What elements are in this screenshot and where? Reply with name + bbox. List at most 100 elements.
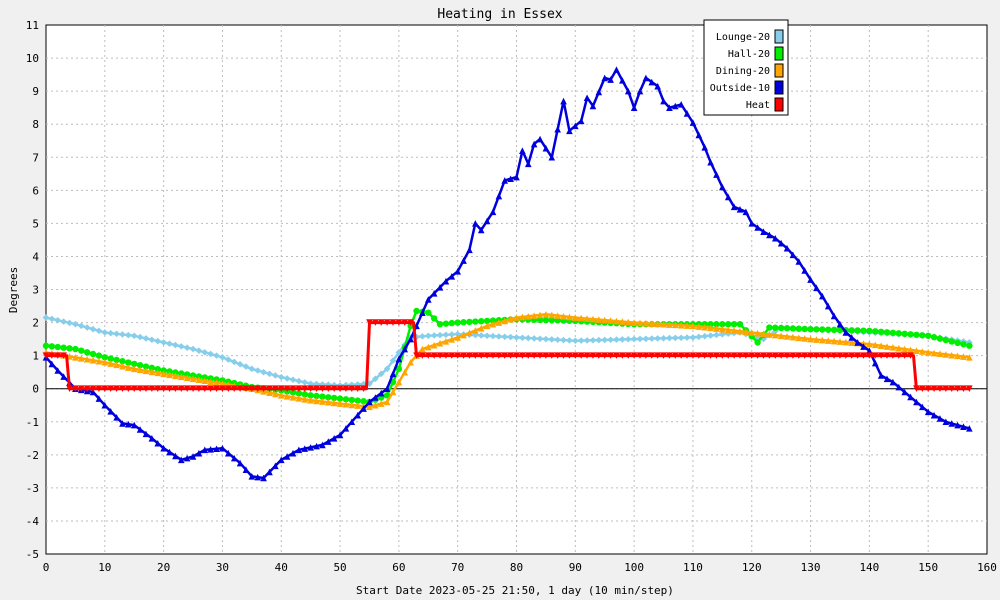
series-lounge-20-marker — [524, 334, 532, 342]
series-outside-10-marker — [454, 268, 461, 275]
series-outside-10-marker — [283, 453, 291, 460]
series-outside-10-marker — [707, 158, 714, 166]
series-dining-20-marker — [577, 314, 585, 322]
series-lounge-20-marker — [183, 344, 191, 351]
series-dining-20 — [42, 310, 973, 411]
series-lounge-20-marker — [160, 339, 167, 346]
series-hall-20-marker — [877, 328, 885, 336]
series-hall-20-marker — [136, 362, 144, 369]
series-outside-10-marker — [183, 454, 191, 462]
series-dining-20-marker — [319, 398, 326, 405]
series-heat-marker — [325, 385, 332, 392]
series-heat-marker — [824, 352, 832, 359]
series-hall-20-marker — [319, 393, 326, 400]
series-dining-20-marker — [477, 324, 485, 332]
series-heat-marker — [936, 385, 944, 392]
series-outside-10-marker — [477, 226, 485, 234]
series-outside-10-marker — [524, 160, 532, 168]
series-heat-marker — [483, 352, 491, 359]
series-outside-10-marker — [407, 335, 414, 343]
series-heat-marker — [489, 352, 497, 359]
series-heat-marker — [754, 352, 761, 359]
series-dining-20-marker — [572, 314, 579, 321]
series-dining-20-marker — [619, 318, 626, 325]
series-hall-20-marker — [425, 309, 432, 316]
series-outside-10-marker — [577, 117, 585, 125]
series-lounge-20-marker — [654, 335, 661, 342]
series-heat-marker — [436, 352, 444, 359]
series-heat-marker — [813, 352, 820, 359]
series-outside-10-marker — [424, 296, 432, 303]
series-dining-20-marker — [730, 327, 738, 334]
series-heat-marker — [248, 385, 256, 392]
series-outside-10-marker — [895, 383, 903, 391]
series-heat-marker — [166, 385, 173, 392]
series-outside-10-marker — [730, 203, 738, 211]
series-lounge-20-marker — [630, 335, 638, 343]
series-heat-marker — [383, 319, 391, 326]
series-outside-10-marker — [542, 144, 550, 152]
series-hall-20-marker — [348, 396, 356, 404]
series-lounge-20-marker — [513, 334, 520, 341]
series-heat-marker — [348, 385, 356, 392]
series-outside-10-marker — [372, 394, 379, 401]
legend-swatch — [774, 97, 784, 112]
series-hall-20-marker — [478, 318, 485, 325]
series-dining-20-marker — [136, 366, 144, 374]
y-tick-label: 1 — [32, 350, 39, 363]
series-hall-20-marker — [813, 326, 820, 333]
y-tick-label: 7 — [32, 151, 39, 164]
series-outside-10-marker — [489, 208, 497, 216]
series-lounge-20-marker — [572, 337, 579, 345]
x-tick-label: 10 — [98, 561, 111, 574]
series-lounge-20-marker — [554, 336, 561, 344]
series-heat-marker — [160, 385, 167, 392]
series-dining-20-marker — [307, 396, 314, 404]
series-hall-20-marker — [913, 331, 920, 338]
series-heat-marker — [460, 352, 467, 359]
series-outside-10-marker — [930, 411, 938, 419]
series-lounge-20-marker — [619, 336, 626, 343]
series-heat-marker — [319, 385, 326, 392]
series-lounge-20-marker — [566, 337, 573, 344]
series-outside-10-marker — [95, 395, 103, 402]
series-heat-marker — [954, 385, 961, 392]
series-heat-marker — [513, 352, 520, 359]
series-outside-10-marker — [601, 74, 609, 82]
series-dining-20-marker — [824, 337, 832, 344]
legend-swatch — [774, 63, 784, 78]
series-outside-10-marker — [148, 434, 156, 442]
series-hall-20-marker — [342, 396, 350, 403]
series-heat-marker — [113, 385, 120, 392]
series-hall-20-marker — [466, 318, 473, 326]
series-lounge-20-marker — [424, 332, 432, 340]
series-heat-marker — [760, 352, 767, 359]
series-outside-10-marker — [348, 418, 356, 426]
series-hall-20-marker — [354, 397, 361, 404]
series-outside-10-marker — [136, 426, 144, 433]
legend-label: Hall-20 — [728, 49, 770, 60]
series-dining-20-marker — [272, 390, 279, 398]
series-dining-20-marker — [377, 400, 385, 407]
x-tick-label: 100 — [624, 561, 644, 574]
series-lounge-20-marker — [207, 350, 214, 358]
series-hall-20-marker — [795, 325, 802, 332]
series-hall-20-marker — [160, 367, 167, 374]
x-tick-label: 30 — [216, 561, 229, 574]
series-heat-marker — [860, 352, 867, 359]
series-outside-10-marker — [589, 102, 597, 110]
series-dining-20-marker — [866, 340, 873, 348]
series-heat-marker — [842, 352, 850, 359]
series-outside-10-marker — [325, 438, 332, 445]
series-outside-10-marker — [889, 378, 897, 386]
series-dining-20-marker — [501, 317, 509, 325]
series-outside-10-marker — [513, 173, 520, 181]
series-lounge-20-marker — [607, 336, 614, 344]
series-dining-20-marker — [519, 313, 526, 321]
series-dining-20-marker — [566, 313, 573, 321]
series-hall-20-marker — [472, 318, 479, 325]
x-tick-label: 40 — [275, 561, 288, 574]
series-outside-10-marker — [248, 473, 256, 480]
series-hall-20-marker — [736, 321, 744, 328]
series-lounge-20-marker — [501, 333, 509, 341]
